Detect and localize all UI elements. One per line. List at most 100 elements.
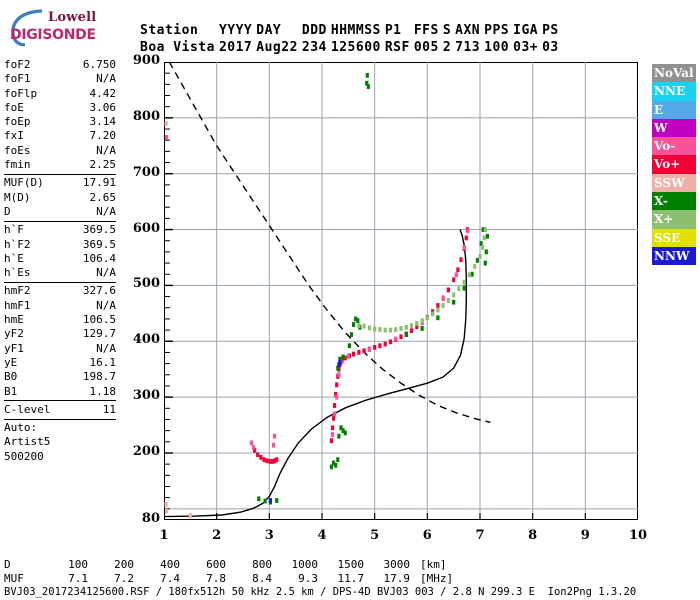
logo-arc-icon [11, 9, 43, 46]
header-col-pps: PPS [484, 23, 510, 38]
param-key: foEp [4, 115, 31, 129]
param-foep: foEp 3.14 [4, 115, 116, 129]
param-key: h`E [4, 251, 24, 265]
param-footer-line: Auto: [4, 421, 38, 435]
param-value: 327.6 [82, 284, 116, 298]
header-val-s: 2 [442, 40, 452, 55]
param-key: foE [4, 100, 24, 114]
x-tick-6: 6 [422, 528, 432, 543]
param-foflp: foFlp 4.42 [4, 87, 116, 101]
param-value: N/A [96, 298, 116, 312]
param-value: 1.18 [89, 384, 117, 398]
distance-value: 100 [68, 558, 88, 571]
header-col-ddd: DDD [301, 23, 327, 38]
x-tick-8: 8 [528, 528, 538, 543]
param-key: hmE [4, 313, 24, 327]
param-key: yE [4, 355, 18, 369]
distance-unit: [km] [420, 558, 447, 571]
param-hmf2: hmF2 327.6 [4, 284, 116, 298]
muf-distance-row: D 100 200 400 600 800 1000 1500 3000 [km] [4, 558, 453, 572]
distance-value: 1000 [291, 558, 319, 571]
param-hf: h`F 369.5 [4, 223, 116, 237]
param-key: h`Es [4, 266, 31, 280]
legend-item-sse[interactable]: SSE [652, 228, 696, 247]
ionogram-plot-area [164, 62, 638, 520]
param-divider [4, 418, 116, 420]
param-key: B1 [4, 384, 18, 398]
legend-item-vo[interactable]: Vo+ [652, 155, 696, 174]
header-col-day: DAY [256, 23, 282, 38]
y-tick-300: 300 [132, 388, 160, 404]
param-value: 2.25 [89, 158, 117, 172]
plot-gridlines [164, 62, 638, 520]
muf-value: 11.7 [337, 572, 365, 585]
x-tick-3: 3 [264, 528, 274, 543]
param-key: D [4, 204, 11, 218]
param-fof2: foF2 6.750 [4, 58, 116, 72]
distance-value: 1500 [337, 558, 365, 571]
param-key: MUF(D) [4, 176, 44, 190]
header-col-axn: AXN [455, 23, 481, 38]
legend-item-vo[interactable]: Vo- [652, 137, 696, 156]
param-value: 11 [102, 402, 116, 416]
legend-item-ssw[interactable]: SSW [652, 173, 696, 193]
y-tick-500: 500 [132, 276, 160, 292]
legend-item-w[interactable]: W [652, 118, 696, 138]
x-tick-9: 9 [580, 528, 590, 543]
legend-item-e[interactable]: E [652, 100, 696, 119]
series-vo [253, 227, 469, 464]
series-ssw [164, 121, 192, 518]
legend-item-x[interactable]: X+ [652, 210, 696, 229]
header-val-day: Aug22 [256, 40, 298, 55]
header-val-pps: 100 [484, 40, 510, 55]
param-hmf1: hmF1 N/A [4, 299, 116, 313]
param-hes: h`Es N/A [4, 266, 116, 280]
param-hme: hmE 106.5 [4, 313, 116, 327]
param-value: 3.14 [89, 115, 117, 129]
header-val-ffs: 005 [413, 40, 439, 55]
distance-value: 800 [252, 558, 272, 571]
legend-item-x[interactable]: X- [652, 192, 696, 211]
param-ye: yE 16.1 [4, 356, 116, 370]
logo-digisonde-text: DIGISONDE [10, 27, 96, 43]
y-tick-700: 700 [132, 164, 160, 180]
param-mufd: MUF(D) 17.91 [4, 176, 116, 190]
file-info-text: BVJ03_2017234125600.RSF / 180fx512h 50 k… [4, 586, 637, 598]
header-value-row: Boa Vista 2017 Aug22 234 125600 RSF 005 2 713 100… [140, 39, 563, 56]
x-tick-1: 1 [159, 528, 169, 543]
curve-MUF-dashed [168, 62, 491, 423]
muf-value: 7.4 [160, 572, 180, 585]
curve-electron-density-profile [164, 229, 467, 518]
legend-item-noval[interactable]: NoVal [652, 64, 696, 83]
param-foe: foE 3.06 [4, 101, 116, 115]
param-value: 17.91 [82, 176, 116, 190]
header-column-row: Station YYYY DAY DDD HHMMSS P1 FFS S AXN PPS IGA PS [140, 22, 563, 39]
param-value: 4.42 [89, 86, 117, 100]
param-divider [4, 281, 116, 283]
param-he: h`E 106.4 [4, 252, 116, 266]
param-value: N/A [96, 143, 116, 157]
header-col-p1: P1 [384, 23, 402, 38]
param-key: foFlp [4, 86, 38, 100]
param-value: 198.7 [82, 370, 116, 384]
param-key: foEs [4, 143, 31, 157]
header-val-station: Boa Vista [140, 40, 215, 55]
legend-item-nne[interactable]: NNE [652, 82, 696, 101]
param-value: 106.4 [82, 251, 116, 265]
legend-item-nnw[interactable]: NNW [652, 246, 696, 266]
param-key: hmF2 [4, 284, 31, 298]
param-key: yF1 [4, 341, 24, 355]
param-key: M(D) [4, 190, 31, 204]
param-key: B0 [4, 370, 18, 384]
y-tick-400: 400 [132, 332, 160, 348]
param-value: N/A [96, 341, 116, 355]
muf-frequency-row: MUF 7.1 7.2 7.4 7.8 8.4 9.3 11.7 17.9 [MHz] [4, 572, 453, 586]
param-yf1: yF1 N/A [4, 342, 116, 356]
param-key: C-level [4, 402, 51, 416]
x-tick-5: 5 [370, 528, 380, 543]
muf-unit: [MHz] [420, 572, 454, 585]
param-footer-line: Artist5 [4, 435, 51, 449]
param-key: h`F2 [4, 237, 31, 251]
param-key: h`F [4, 223, 24, 237]
param-value: 369.5 [82, 237, 116, 251]
